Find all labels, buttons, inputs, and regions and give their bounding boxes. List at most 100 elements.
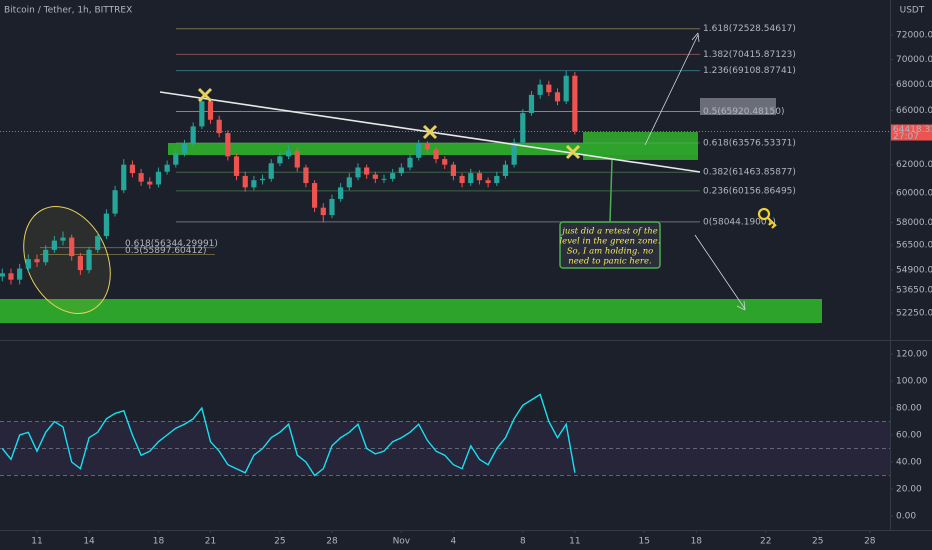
candle-body [537, 84, 543, 95]
support-zone [0, 299, 822, 323]
candle-body [381, 178, 387, 180]
y-tick-label: 68000.00000 [896, 80, 932, 90]
candle-body [485, 180, 491, 184]
candle-body [129, 164, 136, 174]
candle-body [164, 164, 170, 172]
candle-body [242, 175, 248, 188]
callout-text: just did a retest of the [560, 227, 658, 237]
arrow-down [694, 234, 746, 310]
candle-body [364, 167, 370, 175]
candle-body [199, 101, 205, 127]
callout-text: need to panic here. [568, 257, 651, 267]
candle-body [416, 143, 422, 158]
candle-body [329, 198, 335, 216]
fib-label: 0.5(55897.60412) [125, 246, 206, 256]
candle-body [112, 190, 118, 214]
y-tick-label: 62000.00000 [896, 160, 932, 170]
fib-label: 1.236(69108.87741) [703, 66, 796, 76]
candle-body [138, 173, 144, 182]
fib-label: 0.618(63576.53371) [703, 138, 796, 148]
x-tick-label: 8 [520, 537, 526, 547]
candle-body [468, 173, 474, 184]
candle-body [207, 101, 214, 120]
candle-body [77, 256, 83, 271]
candle-body [277, 156, 283, 164]
callout-pointer [609, 159, 613, 223]
last-price-box [891, 124, 932, 141]
fib-label: 0(58044.19001) [703, 217, 776, 227]
candle-body [268, 163, 274, 179]
price-layer: 1.618(72528.54617) 1.382(70415.87123) 1.23… [0, 24, 890, 285]
candle-body [320, 207, 326, 216]
candle-body [502, 164, 509, 176]
candle-body [511, 142, 517, 165]
candle-body [450, 164, 457, 176]
y-tick-label: 72000.00000 [896, 31, 932, 41]
candle-body [294, 150, 300, 168]
x-tick-label: 21 [205, 537, 216, 547]
candle-body [372, 174, 378, 179]
candle-body [173, 153, 179, 165]
last-price-label: 64418.31436 [893, 125, 932, 135]
candle-body [563, 75, 569, 102]
candle-body [34, 259, 40, 263]
y-tick-label: 54900.00000 [896, 266, 932, 276]
candle-body [216, 119, 222, 134]
candle-body [554, 92, 561, 102]
y-tick-label: 0.00 [896, 511, 916, 521]
y-tick-label: 53650.00000 [896, 286, 932, 296]
fib-label: 1.382(70415.87123) [703, 50, 796, 60]
candle-body [60, 237, 66, 241]
candle-body [407, 157, 413, 168]
candle-body [355, 167, 361, 178]
candle-body [190, 126, 196, 144]
y-tick-label: 80.00 [896, 403, 922, 413]
x-tick-label: 11 [569, 537, 580, 547]
x-tick-label: 15 [639, 537, 650, 547]
x-tick-label: Nov [393, 537, 411, 547]
candle-body [520, 113, 526, 143]
candle-body [155, 171, 162, 185]
retest-box [583, 132, 698, 160]
arrow-head [691, 32, 700, 43]
candle-body [546, 84, 552, 93]
candle-body [43, 249, 49, 263]
candle-body [95, 236, 101, 250]
candle-body [433, 149, 439, 160]
candle-body [459, 175, 465, 184]
candle-body [86, 249, 92, 271]
candle-body [25, 259, 31, 269]
arrow-head [736, 300, 746, 311]
candle-body [51, 240, 57, 250]
y-tick-label: 60.00 [896, 430, 922, 440]
candle-body [17, 268, 23, 280]
highlight-ellipse [23, 206, 111, 314]
y-tick-label: 100.00 [896, 377, 928, 387]
candle-body [494, 175, 500, 184]
fib-label: 0.382(61463.85877) [703, 168, 796, 178]
y-tick-label: 58000.00000 [896, 218, 932, 228]
x-tick-label: 28 [864, 537, 876, 547]
candle-body [424, 143, 430, 150]
y-tick-label: 120.00 [896, 350, 928, 360]
countdown: 27:07 [893, 132, 919, 142]
candle-body [312, 183, 318, 208]
x-tick-label: 18 [691, 537, 703, 547]
drawings [0, 98, 822, 323]
candle-body [338, 187, 344, 199]
candle-body [8, 273, 14, 280]
y-tick-label: 52250.00000 [896, 309, 932, 319]
candle-body [103, 213, 110, 237]
fib-label: 1.618(72528.54617) [703, 24, 796, 34]
rsi-line [1, 393, 576, 477]
candle-body [69, 237, 75, 257]
candle-body [147, 181, 153, 185]
x-tick-label: 18 [153, 537, 165, 547]
currency: USDT [900, 6, 925, 16]
candle-body [442, 159, 448, 165]
candle-body [528, 94, 535, 114]
x-tick-label: 22 [760, 537, 771, 547]
y-tick-label: 40.00 [896, 457, 922, 467]
x-tick-label: 25 [812, 537, 823, 547]
